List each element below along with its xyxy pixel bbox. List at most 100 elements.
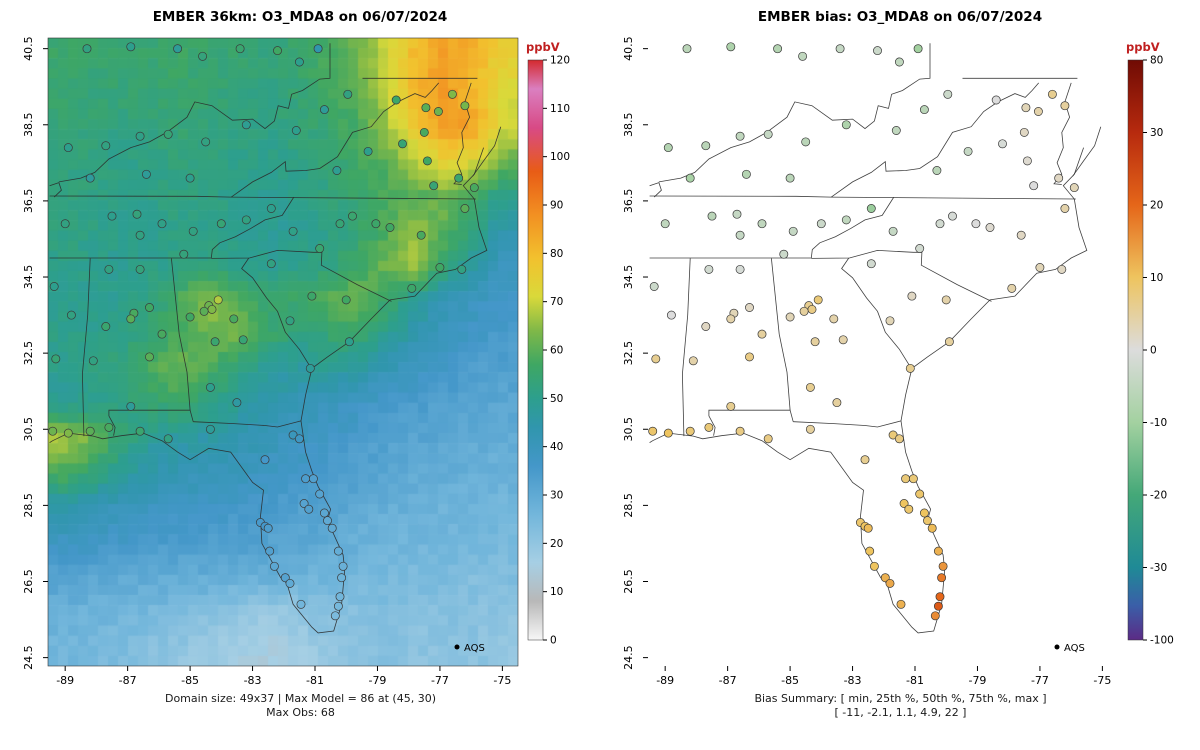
aqs-station-dot <box>907 291 917 301</box>
aqs-station-dot <box>726 42 736 52</box>
aqs-station-dot <box>685 173 695 183</box>
aqs-station-dot <box>682 44 692 54</box>
aqs-station-dot <box>348 211 357 221</box>
aqs-station-dot <box>1033 107 1043 116</box>
aqs-station-dot <box>785 312 795 322</box>
colorbar-tick-label: 40 <box>550 441 563 453</box>
y-tick-label: 30.5 <box>622 417 635 442</box>
plot-box <box>47 37 519 667</box>
boundary-line <box>108 409 194 436</box>
model-map-svg: -89 -87 -85 -83 -81 -79 -77 -75 24.5 26.5 28.5 30.5… <box>22 36 570 687</box>
aqs-station-dot <box>985 223 995 232</box>
aqs-station-dot <box>663 428 673 438</box>
boundary-line <box>708 409 794 436</box>
aqs-station-dot <box>210 337 220 347</box>
boundary-line <box>210 196 295 259</box>
aqs-station-dot <box>163 129 173 139</box>
aqs-station-dot <box>923 516 932 526</box>
legend: AQS <box>1054 643 1085 654</box>
boundary-line <box>453 82 472 185</box>
aqs-station-dot <box>429 181 439 191</box>
aqs-station-dot <box>1007 283 1017 293</box>
aqs-station-dot <box>798 51 808 61</box>
caption-domain-size: Domain size: 49x37 | Max Model = 86 at (… <box>164 692 436 705</box>
boundary-line <box>841 257 912 369</box>
y-tick-label: 34.5 <box>622 265 635 290</box>
aqs-station-dot <box>421 103 431 113</box>
state-boundaries <box>49 43 502 634</box>
colorbar-tick-label: 50 <box>550 393 563 405</box>
aqs-station-dot <box>726 314 736 324</box>
aqs-station-dot <box>701 141 711 151</box>
aqs-station-dot <box>944 337 954 347</box>
aqs-station-dot <box>126 401 136 411</box>
colorbar-tick-label: 20 <box>550 538 563 550</box>
aqs-station-dot <box>971 219 981 229</box>
aqs-station-dot <box>998 139 1007 149</box>
colorbar-tick-label: 60 <box>550 345 563 357</box>
x-tick-label: -77 <box>1031 674 1049 687</box>
aqs-station-dot <box>757 219 767 229</box>
boundary-line <box>49 182 62 198</box>
aqs-station-dot <box>832 398 842 408</box>
bias-captions: Bias Summary: [ min, 25th %, 50th %, 75t… <box>608 692 1193 720</box>
aqs-station-dot <box>829 314 839 324</box>
aqs-station-dot <box>416 230 426 240</box>
colorbar-tick-label: -30 <box>1150 562 1167 574</box>
colorbar-tick-label: -20 <box>1150 490 1167 502</box>
aqs-station-dot <box>319 508 329 518</box>
aqs-station-dot <box>807 304 817 314</box>
legend-dot-icon <box>1054 644 1060 650</box>
aqs-station-dot <box>799 306 809 316</box>
aqs-station-dot <box>838 335 848 345</box>
aqs-station-dot <box>688 356 698 366</box>
aqs-station-dot <box>229 314 239 324</box>
aqs-station-dot <box>179 249 189 259</box>
aqs-station-dot <box>935 592 945 602</box>
aqs-station-dot <box>238 335 248 345</box>
aqs-station-dot <box>460 204 470 213</box>
boundary-line <box>649 182 662 198</box>
aqs-station-dot <box>304 504 314 514</box>
boundary-line <box>793 420 902 428</box>
aqs-station-dot <box>841 120 851 130</box>
aqs-station-dot <box>313 44 323 54</box>
y-tick-label: 34.5 <box>22 265 35 290</box>
aqs-station-dot <box>701 322 711 331</box>
aqs-station-dot <box>704 422 714 432</box>
colorbar-tick-label: 90 <box>550 200 563 212</box>
aqs-station-dot <box>866 259 876 269</box>
aqs-station-dot <box>704 264 714 274</box>
aqs-station-dot <box>805 382 815 392</box>
aqs-station-dot <box>726 401 736 411</box>
aqs-station-dot <box>779 249 789 259</box>
aqs-station-dot <box>299 499 309 508</box>
aqs-station-dot <box>269 561 279 571</box>
aqs-station-dot <box>935 219 945 229</box>
aqs-station-dot <box>132 209 142 219</box>
y-tick-label: 28.5 <box>622 493 635 518</box>
aqs-station-dot <box>801 137 811 147</box>
aqs-station-dot <box>1035 263 1045 272</box>
aqs-station-dot <box>263 523 273 533</box>
aqs-station-dot <box>296 599 306 609</box>
aqs-station-dot <box>885 316 895 326</box>
aqs-station-dot <box>841 215 851 225</box>
aqs-station-dot <box>315 244 325 253</box>
aqs-station-dot <box>101 141 111 151</box>
aqs-station-dot <box>663 143 673 153</box>
aqs-station-dot <box>685 426 695 436</box>
aqs-station-dot <box>343 89 353 99</box>
legend: AQS <box>454 643 485 654</box>
aqs-station-dot <box>335 592 345 602</box>
aqs-station-dot <box>82 44 92 54</box>
colorbar-tick-label: 120 <box>550 55 570 67</box>
aqs-station-dot <box>660 219 670 229</box>
aqs-station-dot <box>894 57 904 67</box>
boundary-line <box>658 43 931 183</box>
aqs-station-dot <box>908 474 918 484</box>
colorbar: 0 10 20 30 40 50 60 70 80 90 100 110 120 <box>527 55 570 647</box>
aqs-station-dot <box>888 226 898 236</box>
aqs-station-dot <box>919 508 929 518</box>
aqs-station-dot <box>1021 103 1031 113</box>
